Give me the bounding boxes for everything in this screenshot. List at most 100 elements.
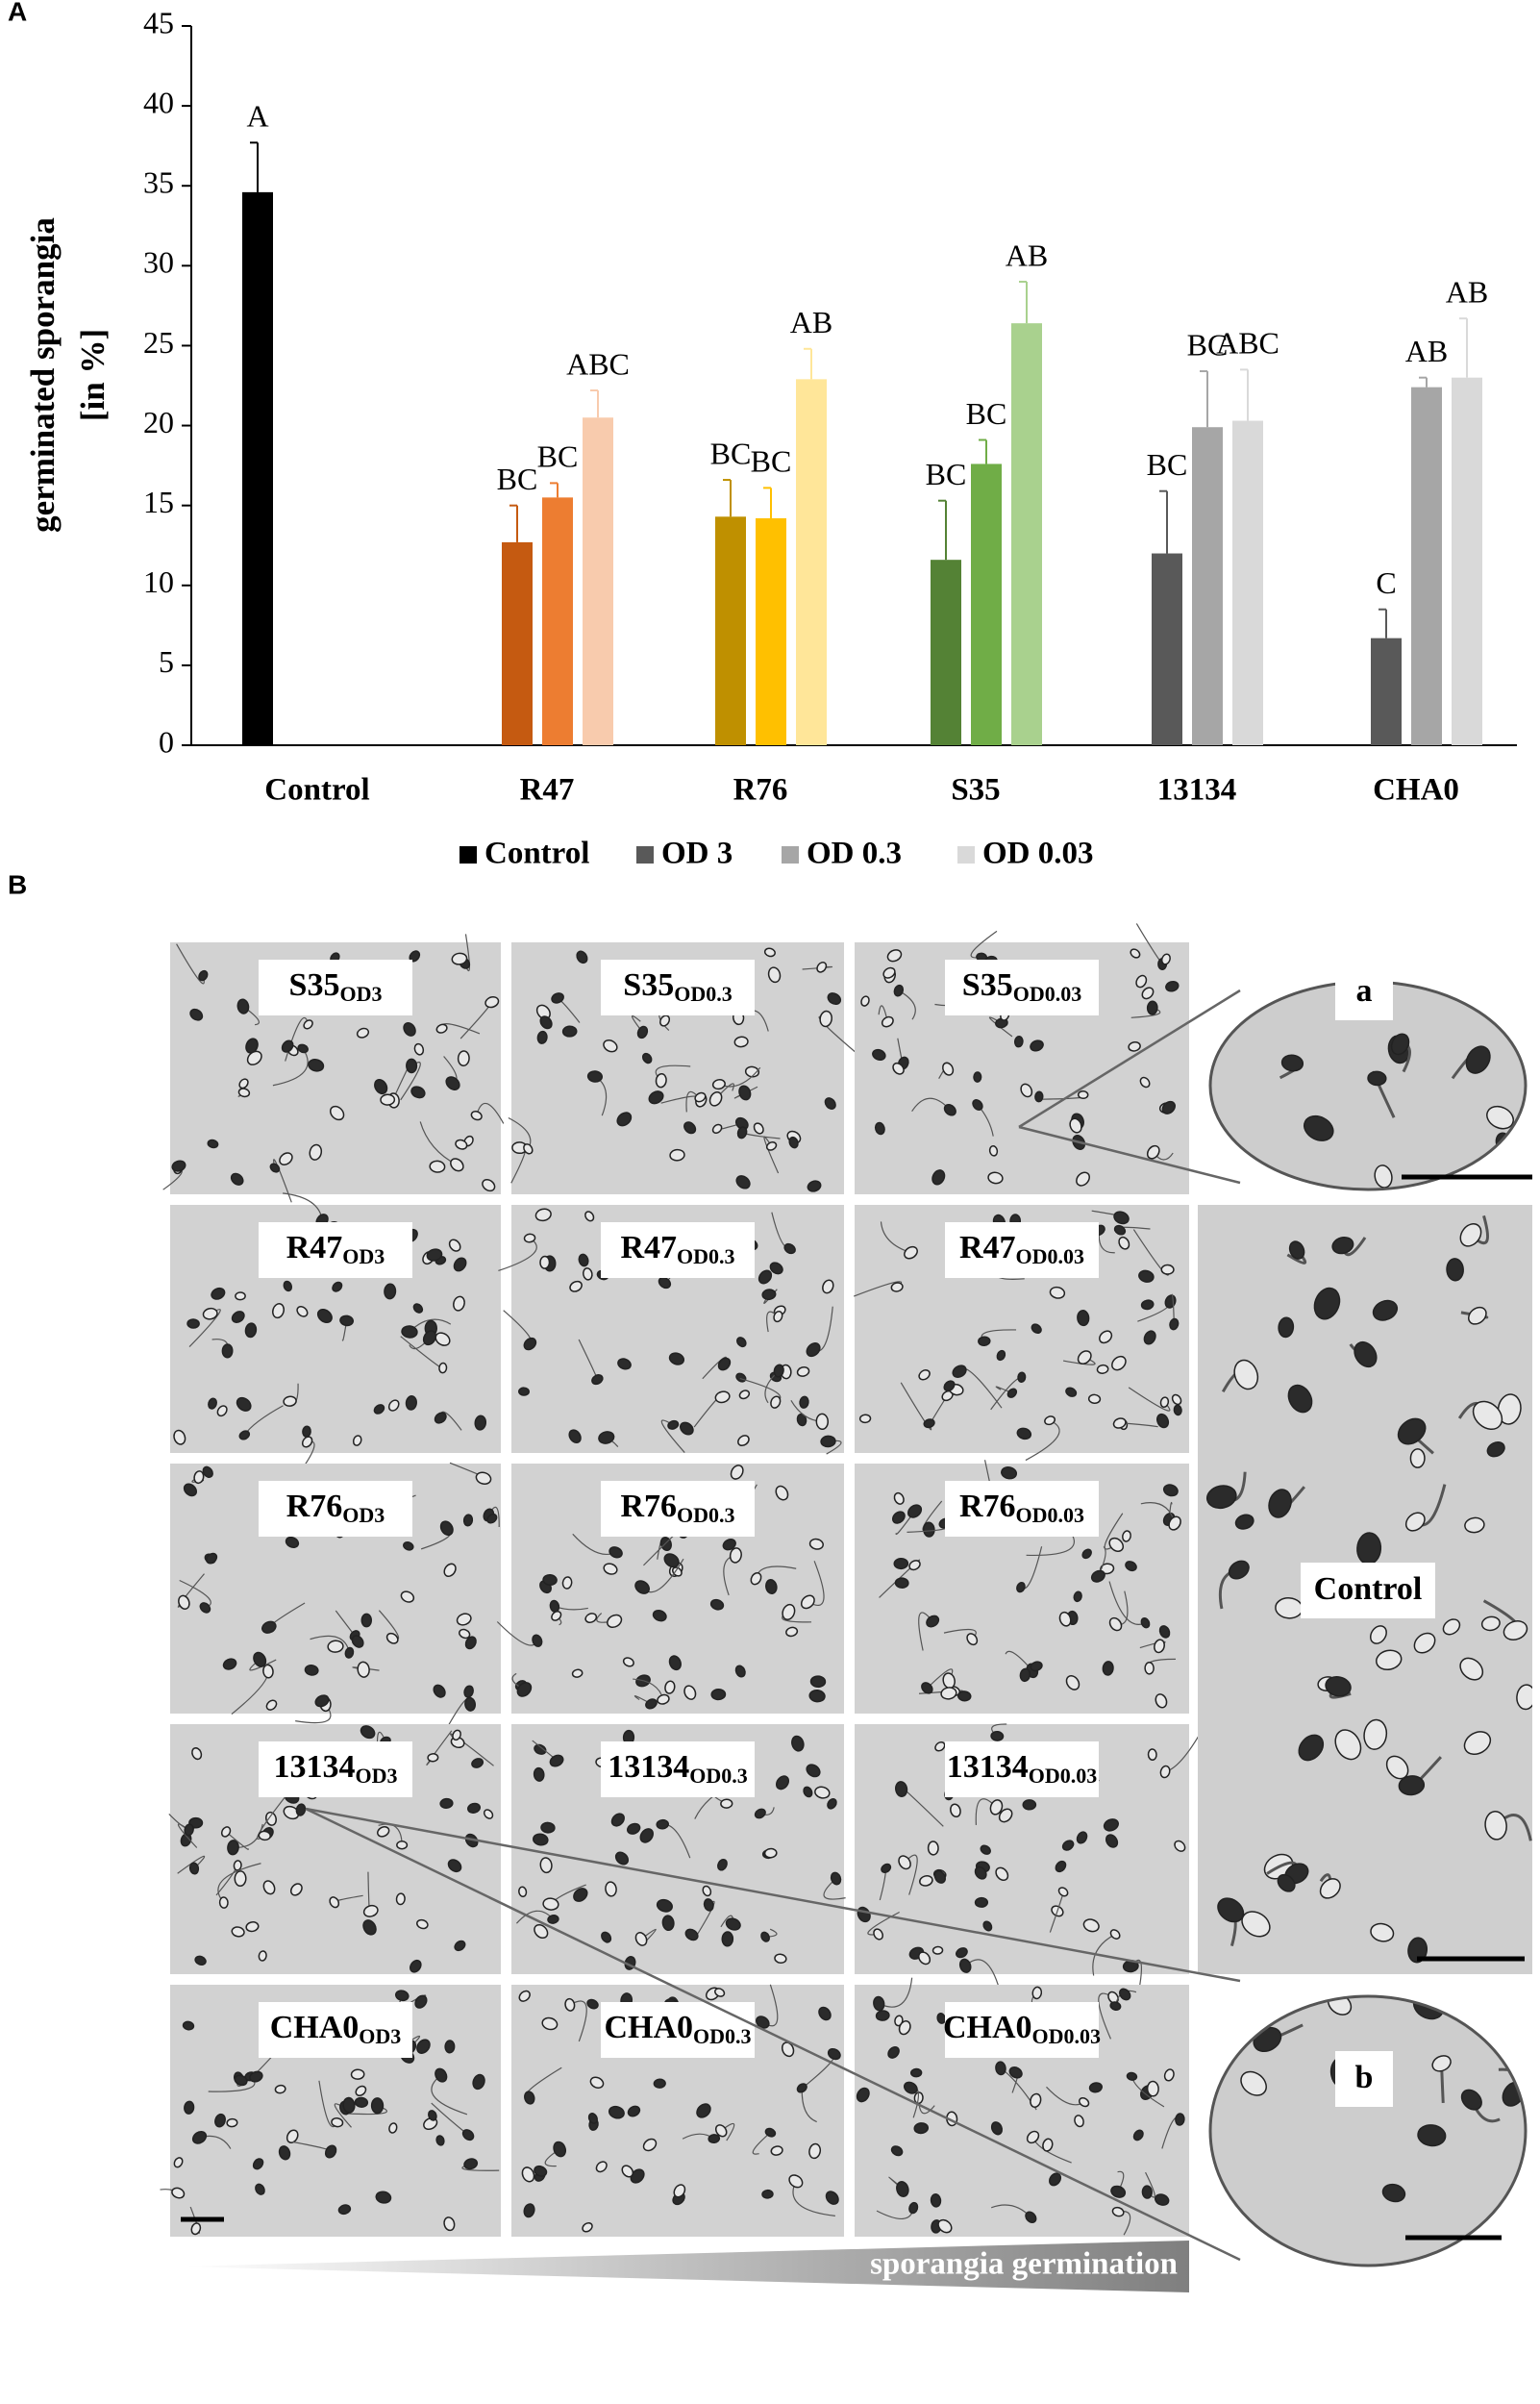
spore (934, 1741, 946, 1752)
spore (1025, 2211, 1037, 2224)
y-tick-label: 35 (143, 165, 174, 200)
spore (917, 1951, 931, 1966)
micrograph: 13134OD3 (168, 1724, 501, 1974)
spore (472, 2073, 485, 2091)
spore (470, 1111, 483, 1121)
spore (547, 1915, 559, 1924)
spore (814, 1786, 831, 1799)
spore (1105, 1834, 1119, 1848)
spore (886, 949, 903, 963)
spore (765, 1579, 778, 1595)
spore (708, 2134, 721, 2144)
error-bar (1379, 608, 1387, 639)
spore (904, 1245, 918, 1260)
condition: OD0.3 (677, 1503, 735, 1527)
spore (799, 1395, 809, 1409)
spore (1146, 2080, 1159, 2097)
spore (882, 966, 896, 979)
error-bar (590, 388, 599, 418)
spore (733, 1036, 749, 1048)
spore (972, 1099, 983, 1111)
spore (584, 1613, 598, 1624)
significance-letter: BC (1147, 447, 1188, 482)
spore (950, 1803, 961, 1818)
spore (737, 1435, 750, 1447)
zoom-line (1018, 989, 1241, 1129)
spore (714, 2124, 728, 2138)
spore (923, 1521, 935, 1538)
spore (1280, 1054, 1304, 1072)
spore (1076, 1171, 1090, 1187)
spore (435, 1023, 448, 1034)
spore (1472, 1400, 1503, 1430)
zoom-line (1018, 1125, 1241, 1185)
spore (1175, 2113, 1185, 2126)
spore (658, 1276, 672, 1290)
spore (370, 2097, 385, 2115)
spore (296, 1305, 309, 1317)
spore (344, 1646, 355, 1659)
spore (194, 1955, 207, 1966)
spore (1118, 1236, 1130, 1250)
micrograph-label: 13134OD0.03 (947, 1749, 1098, 1788)
strain: CHA0 (604, 2010, 693, 2045)
spore (1122, 1530, 1131, 1542)
spore (586, 1070, 604, 1083)
label-box (259, 1741, 412, 1797)
significance-letter: AB (790, 305, 832, 339)
condition: OD0.3 (693, 2024, 752, 2048)
y-tick-label: 5 (159, 644, 174, 679)
spore (1303, 1114, 1334, 1141)
y-axis-label: germinated sporangia (24, 217, 62, 533)
spore (1020, 1083, 1033, 1098)
spore (1162, 1484, 1179, 1497)
label-box (945, 1481, 1099, 1537)
spore (199, 1602, 211, 1614)
spore (1240, 2070, 1267, 2096)
spore (178, 1594, 190, 1610)
spore (722, 1539, 736, 1551)
legend-swatch (460, 846, 477, 864)
spore (998, 1808, 1013, 1823)
spore (1138, 1269, 1155, 1283)
spore (858, 1414, 872, 1424)
spore (761, 1289, 777, 1301)
spore (656, 1818, 670, 1830)
micrograph: R76OD0.03 (855, 1460, 1189, 1714)
spore (918, 1369, 931, 1381)
spore (231, 1926, 245, 1938)
spore (1288, 1240, 1305, 1260)
spore (1159, 1765, 1171, 1779)
spore (827, 1797, 837, 1810)
spore (1109, 1929, 1121, 1940)
spore (734, 1116, 749, 1131)
spore (1079, 2097, 1090, 2108)
significance-letter: BC (1187, 327, 1229, 362)
error-bar (938, 499, 947, 561)
gradient-label: sporangia germination (870, 2247, 1178, 2282)
label-box (945, 1222, 1099, 1278)
condition: OD0.03 (1016, 1503, 1085, 1527)
label-box (1335, 2051, 1393, 2107)
spore (1108, 1616, 1123, 1632)
micrograph: R47OD0.3 (498, 1205, 844, 1455)
spore (354, 2096, 369, 2108)
spore (1034, 1090, 1044, 1103)
spore (796, 1365, 810, 1377)
spore (1165, 980, 1180, 992)
spore (931, 1945, 944, 1955)
spore (820, 1435, 836, 1448)
bar (1452, 377, 1482, 745)
spore (226, 2117, 238, 2128)
spore (827, 992, 842, 1006)
spore (634, 1932, 648, 1946)
error-bar (1240, 368, 1249, 421)
micrograph-label: S35OD0.03 (962, 967, 1081, 1006)
spore (783, 1242, 796, 1255)
significance-letter: C (1376, 565, 1396, 600)
spore (475, 1471, 492, 1485)
spore (453, 1257, 467, 1272)
inset-outline (1208, 1994, 1528, 2267)
spore (295, 1803, 307, 1816)
label-box (259, 960, 412, 1015)
